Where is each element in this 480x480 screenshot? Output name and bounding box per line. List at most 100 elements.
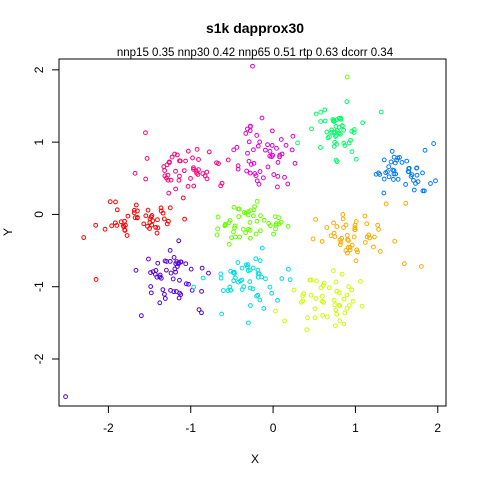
- data-point: [346, 303, 352, 308]
- data-point: [403, 182, 409, 187]
- data-point: [253, 231, 259, 237]
- data-point: [241, 210, 247, 215]
- data-point: [190, 155, 195, 161]
- data-point: [269, 128, 275, 134]
- data-point: [218, 271, 224, 277]
- data-point: [274, 145, 279, 151]
- data-point: [377, 172, 383, 177]
- data-point: [272, 308, 278, 314]
- data-point: [331, 268, 336, 273]
- data-point: [168, 270, 174, 276]
- data-point: [259, 274, 264, 280]
- data-point: [331, 297, 337, 303]
- data-point: [244, 168, 250, 174]
- data-point: [278, 137, 284, 142]
- data-point: [218, 275, 224, 281]
- chart-subtitle: nnp15 0.35 nnp30 0.42 nnp65 0.51 rtp 0.6…: [117, 47, 394, 59]
- data-point: [113, 199, 118, 205]
- data-point: [167, 248, 173, 253]
- data-point: [204, 169, 210, 175]
- data-point: [354, 247, 360, 253]
- data-point: [247, 128, 253, 134]
- data-point: [162, 296, 168, 301]
- data-point: [158, 205, 164, 211]
- data-point: [194, 170, 200, 176]
- chart-title: s1k dapprox30: [206, 20, 304, 36]
- data-point: [160, 210, 166, 216]
- data-point: [257, 258, 263, 264]
- y-tick-label: -2: [32, 353, 46, 364]
- data-point: [339, 123, 345, 129]
- data-point: [338, 239, 344, 245]
- data-point: [165, 218, 171, 224]
- y-tick-label: 2: [32, 66, 46, 73]
- data-point: [341, 140, 347, 146]
- data-point: [377, 248, 383, 254]
- data-point: [172, 266, 178, 272]
- data-point: [319, 293, 325, 299]
- data-point: [411, 187, 417, 193]
- data-point: [349, 128, 355, 134]
- data-point: [319, 239, 325, 244]
- data-point: [236, 214, 242, 220]
- data-point: [248, 161, 254, 167]
- data-point: [253, 173, 259, 179]
- data-point: [346, 284, 352, 290]
- data-point: [107, 199, 113, 205]
- data-point: [245, 150, 250, 156]
- data-point: [251, 160, 257, 166]
- data-point: [188, 266, 194, 272]
- data-point: [364, 221, 370, 227]
- data-point: [174, 264, 180, 269]
- data-point: [334, 289, 340, 294]
- data-point: [349, 149, 355, 155]
- data-point: [291, 287, 297, 293]
- data-point: [350, 298, 356, 304]
- data-point: [122, 218, 127, 224]
- data-point: [143, 130, 148, 136]
- data-point: [186, 281, 191, 287]
- data-point: [342, 310, 348, 316]
- data-point: [235, 166, 241, 172]
- x-tick-label: 2: [434, 421, 441, 435]
- data-point: [215, 226, 221, 232]
- data-point: [162, 168, 168, 173]
- data-point: [232, 225, 237, 231]
- data-point: [414, 172, 420, 178]
- data-point: [144, 156, 150, 161]
- data-point: [185, 183, 191, 189]
- data-point: [148, 214, 154, 220]
- data-point: [239, 287, 245, 292]
- data-point: [331, 143, 337, 149]
- data-point: [148, 290, 154, 296]
- data-point: [337, 242, 343, 248]
- data-point: [219, 180, 225, 186]
- data-point: [383, 201, 389, 207]
- data-point: [267, 223, 273, 229]
- y-tick-label: 0: [32, 211, 46, 218]
- data-point: [348, 137, 353, 143]
- data-point: [347, 245, 353, 250]
- data-point: [271, 172, 277, 177]
- data-point: [245, 320, 251, 326]
- data-point: [150, 218, 156, 224]
- data-point: [386, 164, 392, 170]
- data-point: [392, 238, 398, 244]
- x-tick-label: -1: [185, 421, 196, 435]
- data-point: [157, 272, 163, 278]
- data-point: [313, 111, 319, 117]
- data-point: [225, 157, 231, 163]
- data-point: [401, 261, 407, 267]
- data-point: [312, 306, 318, 312]
- data-point: [318, 145, 323, 150]
- data-point: [292, 160, 298, 166]
- y-tick-label: -1: [32, 281, 46, 292]
- data-point: [120, 223, 126, 229]
- data-point: [155, 217, 160, 223]
- data-point: [256, 181, 262, 187]
- data-point: [347, 247, 353, 253]
- data-point: [227, 284, 233, 290]
- data-point: [344, 233, 350, 238]
- data-point: [176, 238, 182, 244]
- plot-frame: [58, 58, 447, 407]
